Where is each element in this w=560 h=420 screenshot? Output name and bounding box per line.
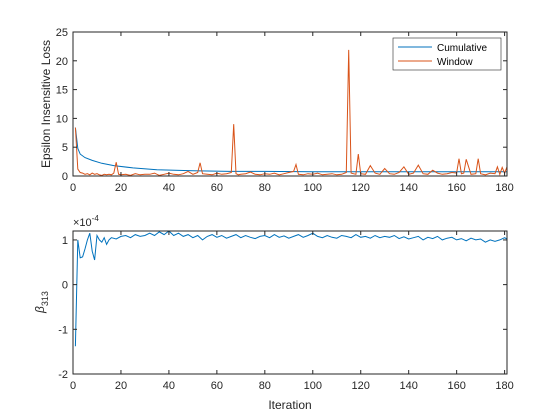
beta-y-tick-label: -1 xyxy=(58,324,68,336)
loss-x-tick-label: 160 xyxy=(447,182,465,194)
loss-y-tick-label: 10 xyxy=(56,113,68,125)
loss-axes-box xyxy=(72,31,508,177)
legend-label-window: Window xyxy=(437,57,473,68)
beta-x-tick-label: 0 xyxy=(70,380,76,392)
beta-x-tick-label: 20 xyxy=(115,380,127,392)
loss-axes: 0 20 40 60 80 100 120 140 160 180 0 5 10 15 20 25 Epsi… xyxy=(39,27,514,194)
beta-y-tick-label: -2 xyxy=(58,369,68,381)
loss-y-tick-label: 5 xyxy=(62,142,68,154)
beta-x-tick-label: 80 xyxy=(259,380,271,392)
legend-box xyxy=(392,37,502,71)
exponent-power: -4 xyxy=(92,214,100,223)
beta-y-tick-label: 0 xyxy=(62,280,68,292)
beta-x-tick-label: 120 xyxy=(352,380,370,392)
loss-y-ticks: 0 5 10 15 20 25 xyxy=(56,27,507,183)
loss-series-cumulative xyxy=(74,127,507,173)
beta-series-line0 xyxy=(74,230,508,347)
loss-y-tick-label: 20 xyxy=(56,56,68,68)
legend-label-cumulative: Cumulative xyxy=(437,43,487,54)
beta-axes-box xyxy=(72,230,508,375)
loss-x-tick-label: 80 xyxy=(259,182,271,194)
exponent-base: ×10 xyxy=(73,217,92,229)
loss-y-axis-label: Epsilon Insensitive Loss xyxy=(39,40,53,168)
loss-x-tick-label: 40 xyxy=(163,182,175,194)
beta-axes: 0 20 40 60 80 100 120 140 160 180 -2 -1 0 1 ×10-4 β3… xyxy=(33,214,514,412)
loss-x-tick-label: 120 xyxy=(352,182,370,194)
beta-x-tick-label: 180 xyxy=(495,380,513,392)
beta-x-tick-label: 40 xyxy=(163,380,175,392)
beta-x-ticks: 0 20 40 60 80 100 120 140 160 180 xyxy=(70,231,514,392)
beta-y-axis-label: β313 xyxy=(33,291,50,314)
loss-y-tick-label: 25 xyxy=(56,27,68,39)
beta-x-axis-label: Iteration xyxy=(268,398,311,412)
loss-x-tick-label: 100 xyxy=(304,182,322,194)
loss-x-tick-label: 0 xyxy=(70,182,76,194)
loss-x-tick-label: 60 xyxy=(211,182,223,194)
beta-x-tick-label: 140 xyxy=(400,380,418,392)
loss-y-tick-label: 0 xyxy=(62,171,68,183)
beta-plot-area xyxy=(73,231,507,374)
loss-x-ticks: 0 20 40 60 80 100 120 140 160 180 xyxy=(70,32,514,194)
loss-x-tick-label: 20 xyxy=(115,182,127,194)
loss-y-tick-label: 15 xyxy=(56,85,68,97)
beta-series-lines xyxy=(74,230,508,347)
beta-subscript: 313 xyxy=(40,291,50,306)
beta-y-tick-label: 1 xyxy=(62,235,68,247)
beta-y-ticks: -2 -1 0 1 xyxy=(58,235,507,381)
beta-exponent-label: ×10-4 xyxy=(73,214,99,229)
loss-legend: Cumulative Window xyxy=(392,37,502,71)
beta-x-tick-label: 160 xyxy=(447,380,465,392)
loss-x-tick-label: 140 xyxy=(400,182,418,194)
beta-symbol: β xyxy=(33,306,47,314)
beta-x-tick-label: 60 xyxy=(211,380,223,392)
beta-x-tick-label: 100 xyxy=(304,380,322,392)
loss-series-window xyxy=(74,49,508,176)
loss-series-lines xyxy=(74,49,508,176)
loss-x-tick-label: 180 xyxy=(495,182,513,194)
